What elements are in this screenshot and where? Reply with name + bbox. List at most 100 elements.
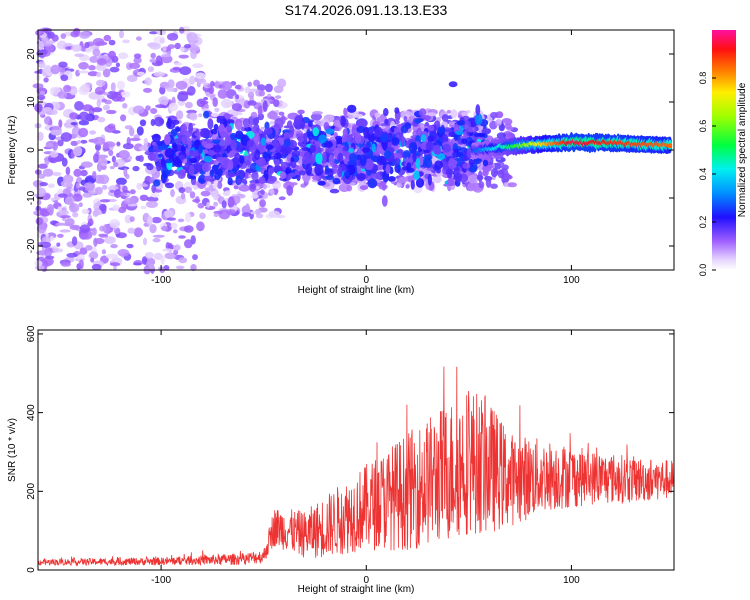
- spectrogram-cell: [80, 139, 88, 144]
- spectrogram-cell: [57, 91, 68, 99]
- spectrogram-cell: [120, 114, 127, 122]
- spectrogram-cell: [254, 149, 261, 161]
- spectrogram-cell: [468, 174, 479, 184]
- spectrogram-cell: [258, 90, 265, 97]
- spectrogram-cell: [180, 47, 185, 52]
- spectrogram-cell: [182, 25, 191, 36]
- spectrogram-cell: [347, 104, 357, 113]
- spectrogram-cell: [164, 209, 174, 219]
- spectrogram-cell: [50, 197, 56, 202]
- spectrogram-cell: [146, 196, 159, 202]
- spectrogram-cell: [194, 161, 201, 173]
- spectrogram-cell: [203, 175, 214, 182]
- spectrogram-cell: [255, 185, 260, 190]
- spectrogram-cell: [76, 140, 82, 144]
- spectrogram-cell: [175, 110, 184, 120]
- spectrogram-cell: [217, 168, 223, 177]
- spectrogram-cell: [94, 86, 106, 96]
- spectrogram-cell: [245, 203, 250, 213]
- spectrogram-cell: [113, 189, 122, 198]
- spectrogram-cell: [241, 212, 251, 217]
- spectrogram-cells: [32, 25, 673, 275]
- spectrogram-cell: [155, 104, 166, 109]
- spectrogram-cell: [109, 262, 121, 267]
- spectrogram-cell: [406, 167, 415, 173]
- spectrogram-cell: [47, 183, 56, 189]
- spectrogram-cell: [132, 165, 140, 172]
- spectrogram-cell: [161, 225, 169, 232]
- spectrogram-cell: [69, 112, 79, 120]
- snr-ytick-label: 200: [26, 483, 37, 500]
- spectrogram-cell: [253, 79, 260, 87]
- spectrogram-cell: [476, 175, 484, 181]
- spectrogram-cell: [108, 39, 116, 46]
- spectrogram-cell: [325, 128, 335, 135]
- spectrogram-cell: [315, 152, 323, 165]
- spectrogram-cell: [250, 193, 259, 199]
- spectrogram-cell: [182, 92, 192, 96]
- spectrogram-cell: [52, 171, 62, 177]
- spectrogram-cell: [79, 224, 91, 233]
- spectrogram-cell: [60, 33, 67, 39]
- spectrogram-cell: [73, 168, 82, 177]
- spectrogram-cell: [235, 94, 240, 100]
- spectrogram-cell: [485, 176, 492, 188]
- spectrogram-cell: [115, 177, 127, 186]
- spectrogram-cell: [442, 161, 449, 171]
- spectrogram-cell: [217, 181, 223, 189]
- spectrogram-cell: [170, 189, 175, 198]
- spectrogram-cell: [116, 232, 127, 239]
- spectrogram-cell: [80, 83, 91, 93]
- spectrogram-cell: [299, 166, 304, 172]
- spectrogram-cell: [92, 48, 101, 57]
- spectrogram-cell: [385, 126, 390, 130]
- spectrogram-cell: [89, 56, 99, 63]
- spectrogram-cell: [45, 40, 56, 45]
- spectrogram-cell: [180, 144, 186, 152]
- spectrogram-cell: [214, 107, 220, 113]
- spectrogram-cell: [78, 127, 89, 138]
- spectrogram-cell: [260, 189, 265, 196]
- spectrogram-cell: [227, 119, 235, 125]
- spectrogram-cell: [98, 174, 110, 185]
- spectrogram-cell: [278, 196, 286, 201]
- spectrogram-cell: [329, 188, 340, 194]
- spectrogram-cell: [138, 155, 144, 162]
- snr-panel: -100 0 100 0 200 400 600 Height of straight l…: [7, 325, 675, 595]
- spectrogram-cell: [405, 184, 410, 189]
- spectrogram-cell: [122, 143, 134, 150]
- spectrogram-cell: [286, 185, 294, 196]
- spectrogram-cell: [213, 210, 224, 215]
- spectrogram-cell: [193, 150, 200, 157]
- spectrogram-cell: [297, 136, 305, 143]
- spectrogram-cell: [483, 165, 488, 176]
- spectrogram-cell: [129, 216, 135, 223]
- colorbar: 0.0 0.2 0.4 0.6 0.8 Normalized spectral ampl…: [698, 30, 748, 276]
- spectrogram-cell: [49, 150, 59, 158]
- spectrogram-cell: [247, 91, 255, 99]
- spectrogram-cell: [346, 184, 353, 192]
- spectrogram-cell: [211, 112, 219, 118]
- spectrogram-cell: [173, 138, 182, 144]
- spectrogram-cell: [442, 143, 452, 153]
- spectrogram-cell: [156, 161, 162, 172]
- spectrogram-cell: [97, 58, 107, 66]
- spectrogram-cell: [178, 235, 186, 239]
- spectrogram-cell: [132, 262, 142, 266]
- spectrogram-cell: [219, 131, 228, 138]
- spectrogram-cell: [189, 175, 196, 180]
- spectrogram-cell: [400, 135, 405, 147]
- spectrogram-cell: [192, 198, 201, 203]
- spectrogram-cell: [154, 116, 164, 127]
- spectrogram-cell: [230, 139, 237, 151]
- spectrogram-ytick-label: 0: [26, 147, 37, 153]
- spectrogram-cell: [354, 134, 362, 144]
- spectrogram-cell: [284, 139, 291, 147]
- spectrogram-cell: [193, 185, 199, 190]
- spectrogram-cell: [253, 132, 260, 144]
- spectrogram-cell: [283, 133, 294, 139]
- spectrogram-cell: [74, 53, 85, 57]
- spectrogram-ylabel: Frequency (Hz): [7, 116, 18, 185]
- spectrogram-cell: [149, 42, 161, 50]
- spectrogram-cell: [151, 133, 161, 143]
